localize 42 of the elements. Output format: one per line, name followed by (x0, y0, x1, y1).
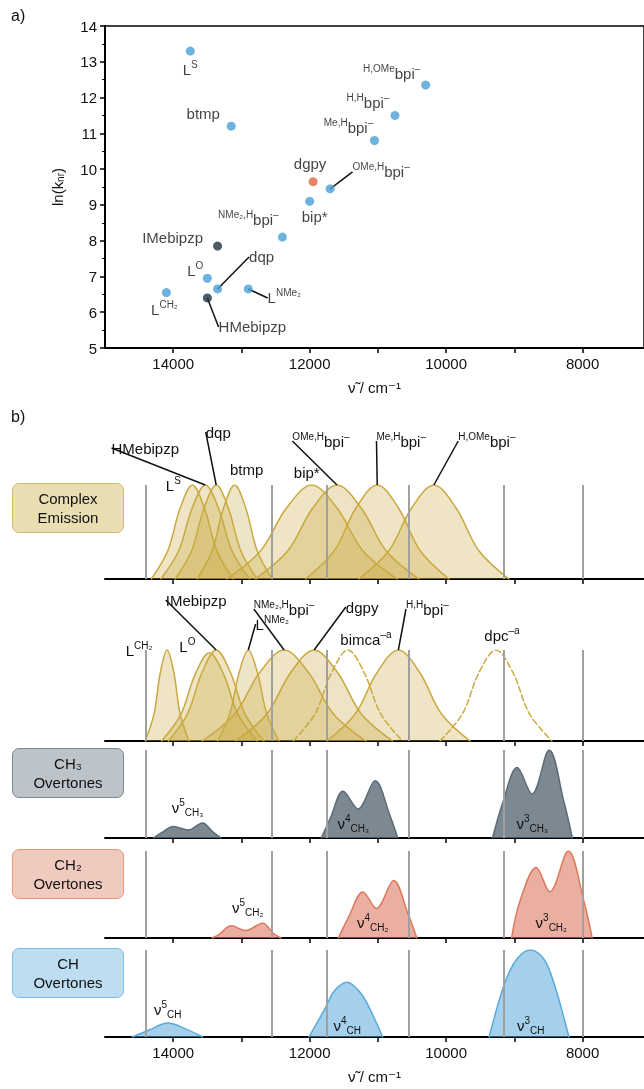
chart-title: b) (11, 407, 26, 425)
label-box: CH₂ Overtones (12, 849, 124, 899)
label-box: CH Overtones (12, 948, 124, 998)
y-tick-label: 9 (88, 196, 97, 214)
x-tick-label: 14000 (152, 1044, 195, 1061)
x-tick-label: 12000 (288, 355, 331, 372)
y-tick-label: 10 (80, 160, 97, 178)
y-tick-label: 11 (81, 124, 97, 142)
annotation: IMebipzp (142, 228, 204, 246)
x-tick-label: 8000 (565, 355, 600, 372)
x-tick-label: 10000 (425, 355, 467, 372)
annotation: HMebipzp (218, 318, 287, 336)
y-tick-label: 7 (88, 267, 97, 285)
label-box: Complex Emission (12, 483, 124, 533)
annotation: dqp (249, 248, 275, 266)
series-label: bip* (293, 463, 320, 481)
y-axis-title: CH Overtones (33, 955, 103, 991)
chart-title: a) (11, 6, 26, 24)
text: dqp (205, 423, 231, 441)
y-axis-title: CH₂ Overtones (33, 856, 103, 892)
annotation: btmp (186, 104, 220, 122)
y-tick-label: 8 (88, 232, 97, 250)
text: IMebipzp (165, 591, 227, 609)
y-tick-label: 14 (80, 17, 97, 35)
y-tick-label: 5 (88, 339, 97, 357)
y-tick-label: 12 (80, 89, 97, 107)
text: HMebipzp (111, 439, 180, 457)
y-tick-label: 6 (88, 303, 97, 321)
x-axis-title: ν̃ / cm⁻¹ (348, 379, 401, 396)
annotation: bip* (301, 207, 328, 225)
annotation: dgpy (293, 155, 327, 173)
x-tick-label: 8000 (565, 1044, 600, 1061)
y-axis-title: CH₃ Overtones (33, 755, 103, 791)
y-axis-title: Complex Emission (37, 490, 99, 526)
text: dgpy (345, 598, 379, 616)
x-tick-label: 14000 (152, 355, 195, 372)
x-tick-label: 12000 (288, 1044, 331, 1061)
label-box: CH₃ Overtones (12, 748, 124, 798)
x-axis-title: ν̃ / cm⁻¹ (348, 1068, 401, 1085)
series-label: btmp (229, 460, 264, 478)
x-tick-label: 10000 (425, 1044, 467, 1061)
y-tick-label: 13 (80, 53, 97, 71)
